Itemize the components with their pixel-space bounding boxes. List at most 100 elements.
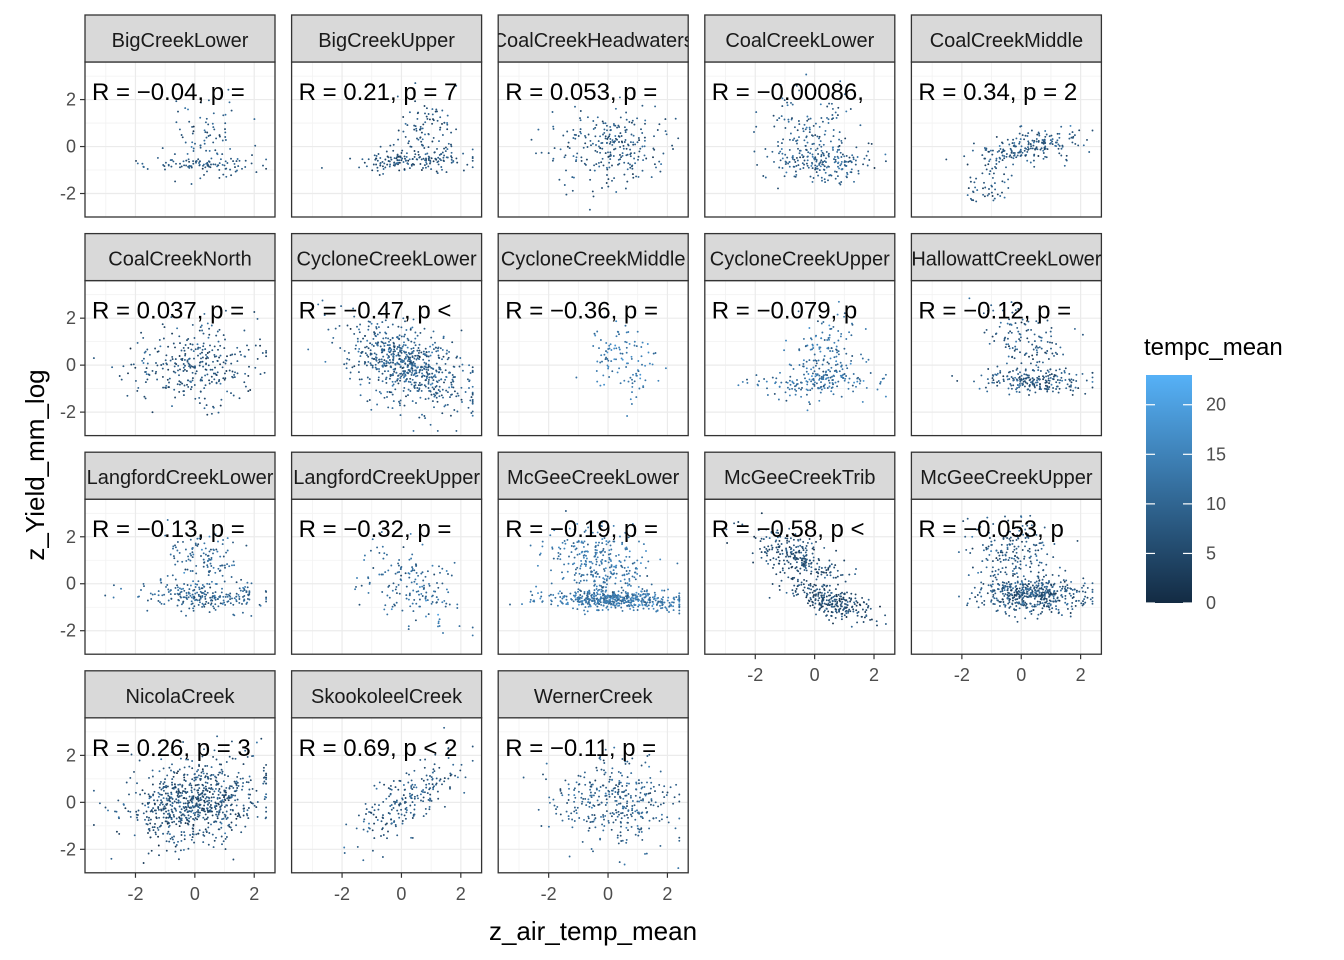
data-point bbox=[199, 346, 201, 349]
data-point bbox=[840, 168, 843, 171]
data-point bbox=[603, 568, 605, 571]
data-point bbox=[571, 563, 574, 566]
data-point bbox=[631, 167, 634, 170]
data-point bbox=[222, 539, 225, 541]
data-point bbox=[815, 360, 818, 362]
data-point bbox=[595, 591, 598, 594]
data-point bbox=[787, 567, 790, 570]
data-point bbox=[991, 149, 994, 152]
data-point bbox=[635, 591, 638, 594]
data-point bbox=[407, 380, 410, 383]
data-point bbox=[197, 603, 200, 606]
data-point bbox=[187, 337, 190, 340]
data-point bbox=[212, 406, 215, 409]
data-point bbox=[386, 344, 389, 347]
data-point bbox=[414, 563, 417, 566]
data-point bbox=[567, 141, 570, 144]
data-point bbox=[202, 365, 205, 368]
data-point bbox=[411, 566, 414, 569]
data-point bbox=[529, 544, 532, 547]
data-point bbox=[812, 596, 815, 599]
data-point bbox=[235, 160, 238, 163]
data-point bbox=[815, 568, 817, 571]
data-point bbox=[1011, 356, 1014, 359]
data-point bbox=[195, 572, 198, 575]
data-point bbox=[987, 368, 990, 370]
data-point bbox=[378, 358, 381, 361]
data-point bbox=[182, 363, 185, 365]
data-point bbox=[1038, 308, 1041, 311]
data-point bbox=[826, 387, 829, 389]
data-point bbox=[189, 366, 192, 369]
data-point bbox=[225, 167, 228, 170]
data-point bbox=[559, 547, 562, 550]
data-point bbox=[104, 594, 107, 597]
data-point bbox=[802, 337, 805, 340]
data-point bbox=[413, 163, 415, 166]
data-point bbox=[392, 350, 395, 353]
data-point bbox=[187, 108, 189, 111]
data-point bbox=[180, 590, 183, 593]
data-point bbox=[609, 597, 612, 600]
data-point bbox=[353, 332, 356, 335]
data-point bbox=[630, 152, 632, 155]
data-point bbox=[1028, 394, 1030, 396]
data-point bbox=[471, 400, 474, 403]
data-point bbox=[174, 578, 177, 581]
data-point bbox=[795, 561, 798, 564]
data-point bbox=[1024, 134, 1027, 137]
data-point bbox=[216, 165, 219, 168]
data-point bbox=[199, 378, 202, 381]
data-point bbox=[615, 602, 618, 605]
data-point bbox=[625, 128, 628, 131]
data-point bbox=[785, 549, 788, 552]
data-point bbox=[861, 400, 864, 403]
data-point bbox=[612, 524, 615, 527]
data-point bbox=[407, 628, 410, 631]
data-point bbox=[625, 570, 628, 572]
data-point bbox=[645, 157, 648, 160]
data-point bbox=[391, 323, 394, 326]
data-point bbox=[173, 388, 176, 391]
data-point bbox=[631, 604, 634, 607]
data-point bbox=[250, 614, 253, 617]
data-point bbox=[588, 589, 591, 592]
data-point bbox=[788, 138, 791, 141]
data-point bbox=[630, 165, 633, 168]
data-point bbox=[187, 555, 190, 558]
data-point bbox=[437, 598, 440, 601]
data-point bbox=[1086, 138, 1088, 141]
data-point bbox=[779, 371, 781, 374]
data-point bbox=[427, 381, 430, 383]
data-point bbox=[582, 603, 585, 606]
data-point bbox=[187, 596, 190, 599]
data-point bbox=[422, 157, 425, 160]
data-point bbox=[572, 155, 575, 158]
data-point bbox=[413, 357, 416, 360]
data-point bbox=[843, 93, 846, 96]
data-point bbox=[641, 604, 644, 607]
data-point bbox=[379, 157, 382, 159]
data-point bbox=[1020, 362, 1023, 365]
data-point bbox=[837, 157, 840, 160]
data-point bbox=[197, 354, 199, 357]
data-point bbox=[971, 149, 974, 152]
data-point bbox=[777, 532, 780, 534]
data-point bbox=[425, 371, 428, 374]
points-LangfordCreekUpper bbox=[354, 531, 474, 637]
data-point bbox=[791, 154, 794, 157]
data-point bbox=[659, 558, 662, 561]
data-point bbox=[198, 329, 201, 332]
data-point bbox=[605, 543, 608, 546]
data-point bbox=[1046, 340, 1049, 343]
data-point bbox=[615, 347, 618, 350]
data-point bbox=[845, 352, 848, 355]
correlation-label: R = −0.19, p = bbox=[505, 516, 658, 543]
data-point bbox=[599, 550, 602, 553]
data-point bbox=[867, 150, 870, 153]
data-point bbox=[1058, 152, 1061, 155]
data-point bbox=[1036, 133, 1039, 136]
data-point bbox=[811, 167, 814, 170]
data-point bbox=[191, 141, 194, 144]
